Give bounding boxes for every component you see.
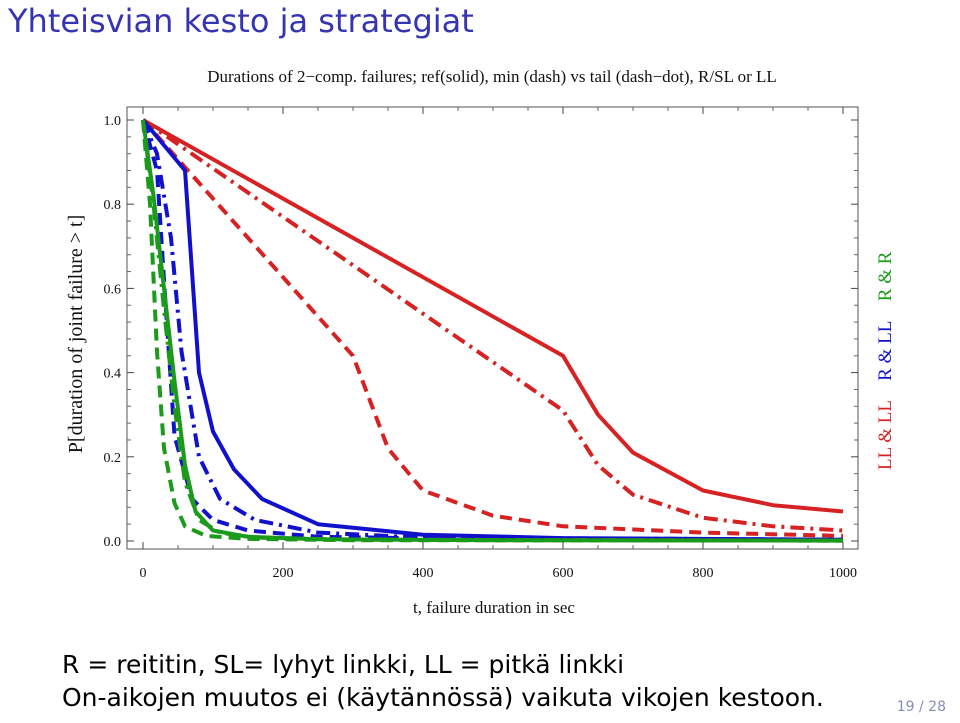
y-tick-label: 0.0 (104, 535, 122, 550)
y-tick-label: 1.0 (104, 114, 122, 129)
y-axis-label: P[duration of joint failure > t] (65, 215, 87, 453)
y-tick-label: 0.8 (104, 198, 122, 213)
y-tick-label: 0.2 (104, 451, 122, 466)
legend-group: LL & LL R & LL R & R (875, 251, 896, 470)
legend-entry: LL & LL (875, 400, 896, 470)
series-line: LL & LL min (141, 118, 844, 538)
y-tick-label: 0.6 (104, 282, 122, 297)
survival-chart: Durations of 2−comp. failures; ref(solid… (65, 67, 896, 617)
series-line: R & R min (141, 119, 844, 543)
legend-entry: R & LL (875, 321, 896, 381)
x-tick-label: 800 (693, 566, 714, 581)
legend-entry: R & R (875, 251, 896, 301)
series-line: R & LL tail (141, 119, 844, 542)
x-tick-label: 0 (140, 566, 147, 581)
slide-title: Yhteisvian kesto ja strategiat (8, 2, 474, 40)
x-tick-label: 400 (413, 566, 434, 581)
series-line: R & R tail (141, 119, 844, 543)
x-tick-label: 200 (273, 566, 294, 581)
x-tick-label: 1000 (829, 566, 857, 581)
legend: LL & LL R & LL R & R (875, 251, 896, 470)
series-line: R & LL ref (141, 118, 844, 542)
series-line: LL & LL tail (141, 118, 844, 533)
x-axis-label: t, failure duration in sec (413, 598, 575, 617)
y-tick-label: 0.4 (104, 367, 122, 382)
series-line: R & LL min (141, 119, 844, 543)
conclusion-line: On-aikojen muutos ei (käytännössä) vaiku… (62, 683, 824, 712)
tick-labels: 0 200 400 600 800 1000 0.0 0.2 0.4 0.6 0.8 1.0 (104, 107, 858, 581)
chart-title: Durations of 2−comp. failures; ref(solid… (207, 67, 777, 86)
series-line: LL & LL ref (142, 118, 844, 514)
series-layer: LL & LL refLL & LL tailLL & LL minR & LL… (141, 118, 844, 543)
series-line: R & R ref (141, 119, 844, 543)
page-number: 19 / 28 (896, 699, 946, 715)
x-tick-label: 600 (553, 566, 574, 581)
definitions-line: R = reititin, SL= lyhyt linkki, LL = pit… (62, 650, 625, 679)
